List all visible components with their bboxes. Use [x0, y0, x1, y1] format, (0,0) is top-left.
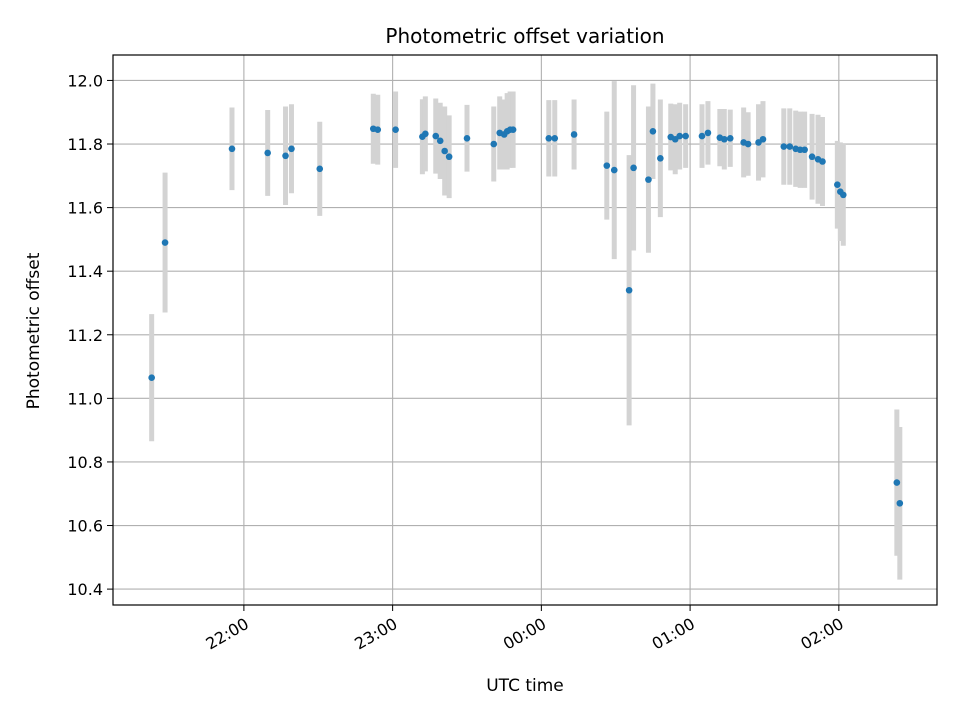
data-point	[374, 126, 382, 134]
data-point	[422, 130, 429, 138]
data-point	[649, 128, 657, 135]
y-axis-label: Photometric offset	[24, 252, 44, 409]
data-point	[819, 158, 826, 165]
y-tick-label: 10.4	[67, 580, 103, 599]
data-point	[808, 153, 816, 161]
data-point	[759, 135, 767, 143]
data-point	[288, 145, 295, 153]
data-point	[551, 134, 559, 142]
data-point	[780, 143, 788, 150]
data-point	[432, 132, 440, 140]
data-point	[509, 126, 517, 134]
data-point	[721, 135, 728, 143]
data-point	[148, 374, 155, 381]
data-point	[436, 137, 444, 145]
data-point	[603, 162, 611, 169]
y-tick-label: 11.2	[67, 326, 103, 345]
data-point	[704, 129, 712, 137]
data-point	[316, 165, 324, 173]
data-point	[893, 479, 901, 486]
data-point	[645, 176, 652, 183]
data-point	[264, 149, 271, 157]
data-point	[625, 286, 633, 294]
data-point	[839, 191, 847, 199]
data-point	[463, 134, 471, 142]
y-tick-label: 11.8	[67, 135, 103, 154]
data-point	[630, 164, 637, 172]
data-point	[161, 239, 169, 246]
data-point	[657, 155, 664, 162]
y-tick-label: 12.0	[67, 71, 103, 90]
data-point	[726, 134, 734, 142]
y-tick-label: 11.4	[67, 262, 103, 281]
data-point	[392, 126, 399, 134]
y-tick-label: 10.8	[67, 453, 103, 472]
chart-title: Photometric offset variation	[385, 24, 664, 48]
data-point	[896, 499, 904, 507]
data-point	[801, 146, 808, 154]
y-tick-label: 10.6	[67, 517, 103, 536]
data-point	[228, 145, 236, 153]
data-point	[698, 132, 706, 140]
data-point	[682, 132, 689, 140]
data-points	[148, 125, 904, 507]
y-tick-label: 11.0	[67, 389, 103, 408]
data-point	[445, 153, 453, 161]
data-point	[744, 140, 752, 148]
y-axis-ticks: 10.4 10.6 10.8 11.0 11.2 11.4 11.6 11.8 12.0	[67, 71, 113, 599]
data-point	[441, 147, 448, 155]
data-point	[545, 134, 553, 142]
x-axis-label: UTC time	[486, 676, 564, 696]
plot-area-frame	[112, 54, 938, 606]
data-point	[676, 132, 683, 140]
data-point	[570, 131, 578, 138]
data-point	[282, 152, 289, 160]
data-point	[610, 166, 618, 174]
data-point	[786, 143, 794, 150]
data-point	[490, 140, 498, 148]
y-tick-label: 11.6	[67, 199, 103, 218]
data-point	[834, 181, 841, 189]
